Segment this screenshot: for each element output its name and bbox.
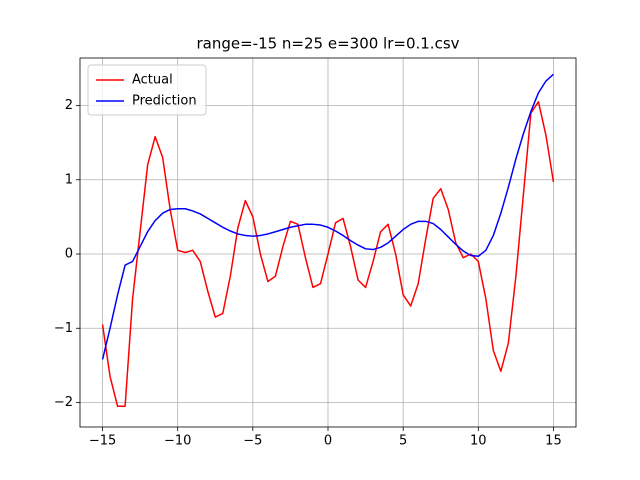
y-tick-label: 2	[65, 98, 73, 113]
line-series	[101, 101, 555, 407]
x-tick-label: −10	[164, 434, 191, 449]
x-tick-label: 15	[545, 434, 562, 449]
line-series	[101, 73, 554, 360]
legend-label: Prediction	[132, 94, 197, 109]
x-tick-label: 10	[470, 434, 487, 449]
plot-frame	[79, 57, 577, 428]
y-tick-label: −1	[54, 321, 73, 336]
legend-label: Actual	[132, 73, 173, 88]
y-tick-label: −2	[54, 395, 73, 410]
x-tick-label: −5	[243, 434, 262, 449]
y-tick-label: 0	[65, 247, 73, 262]
y-tick-label: 1	[65, 172, 73, 187]
x-tick-label: 5	[399, 434, 407, 449]
x-tick-label: −15	[89, 434, 116, 449]
x-tick-label: 0	[324, 434, 332, 449]
legend-box	[87, 64, 207, 116]
chart-title: range=-15 n=25 e=300 lr=0.1.csv	[196, 35, 459, 53]
